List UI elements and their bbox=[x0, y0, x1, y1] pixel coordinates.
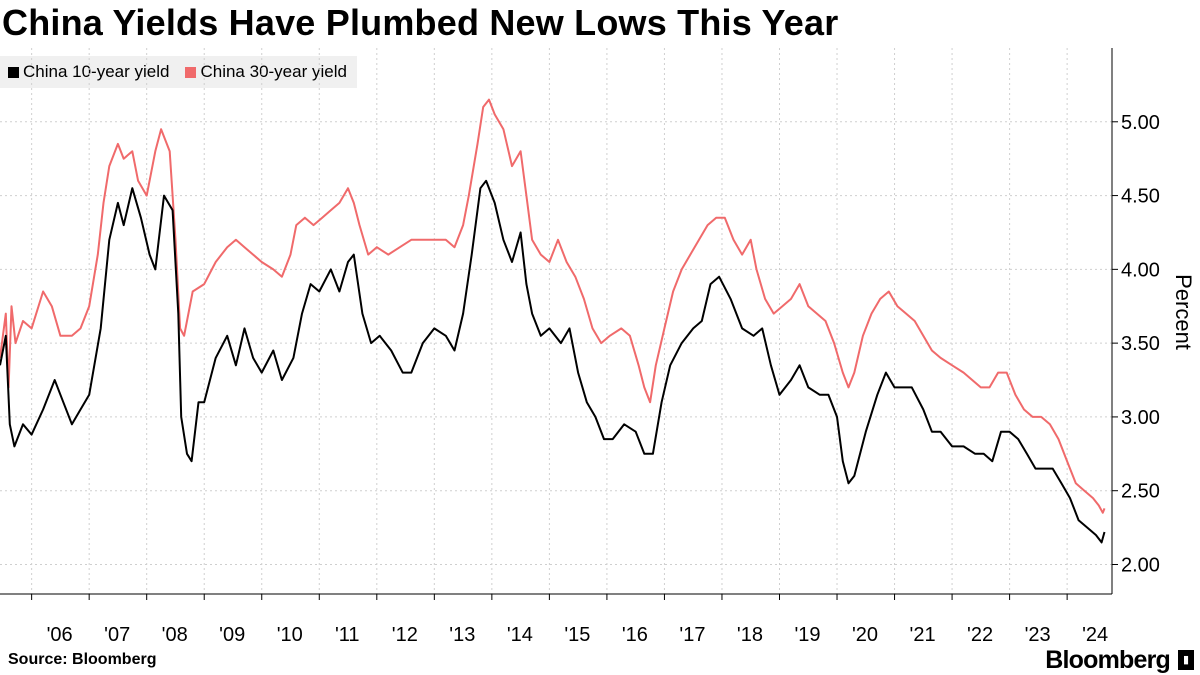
series-group bbox=[0, 98, 1106, 544]
brand-logo: Bloomberg bbox=[1045, 646, 1171, 674]
x-tick-label: '21 bbox=[910, 624, 936, 646]
series-line-10y bbox=[0, 179, 1106, 544]
legend-item-10y: China 10-year yield bbox=[8, 62, 169, 82]
x-tick-label: '11 bbox=[335, 624, 360, 646]
x-tick-label: '22 bbox=[967, 624, 993, 646]
y-tick-label: 3.00 bbox=[1121, 407, 1160, 429]
x-tick-label: '24 bbox=[1082, 624, 1108, 646]
x-tick-label: '19 bbox=[794, 624, 820, 646]
legend-swatch-10y bbox=[8, 66, 19, 78]
x-tick-label: '09 bbox=[219, 624, 245, 646]
y-tick-label: 5.00 bbox=[1121, 112, 1160, 134]
legend: China 10-year yield China 30-year yield bbox=[0, 56, 357, 88]
y-tick-label: 4.50 bbox=[1121, 186, 1160, 208]
grid-lines bbox=[0, 48, 1112, 594]
y-tick-label: 3.50 bbox=[1121, 333, 1160, 355]
y-tick-label: 2.50 bbox=[1121, 481, 1160, 503]
x-tick-label: '13 bbox=[449, 624, 475, 646]
x-tick-label: '06 bbox=[47, 624, 73, 646]
x-tick-label: '10 bbox=[277, 624, 303, 646]
x-tick-label: '07 bbox=[104, 624, 130, 646]
x-tick-label: '15 bbox=[564, 624, 590, 646]
x-tick-label: '14 bbox=[507, 624, 533, 646]
source-note: Source: Bloomberg bbox=[8, 651, 157, 668]
legend-item-30y: China 30-year yield bbox=[185, 62, 347, 82]
x-tick-label: '17 bbox=[679, 624, 705, 646]
bloomberg-chart-icon: ▮ bbox=[1178, 650, 1194, 670]
x-tick-label: '23 bbox=[1025, 624, 1051, 646]
legend-label-10y: China 10-year yield bbox=[23, 62, 170, 81]
y-axis: 2.00 2.50 3.00 3.50 4.00 4.50 5.00 bbox=[1111, 48, 1160, 594]
y-tick-label: 4.00 bbox=[1121, 259, 1160, 281]
x-axis: '06 '07 '08 '09 '10 '11 '12 '13 '14 '15 '16 '17 '18 '… bbox=[0, 593, 1112, 646]
legend-label-30y: China 30-year yield bbox=[200, 62, 347, 81]
x-tick-label: '20 bbox=[852, 624, 878, 646]
legend-swatch-30y bbox=[185, 66, 197, 78]
x-tick-label: '16 bbox=[622, 624, 648, 646]
y-tick-label: 2.00 bbox=[1121, 554, 1160, 576]
x-tick-label: '08 bbox=[162, 624, 188, 646]
x-tick-label: '12 bbox=[392, 624, 418, 646]
x-tick-label: '18 bbox=[737, 624, 763, 646]
y-axis-label: Percent bbox=[1171, 274, 1196, 350]
series-line-30y bbox=[0, 98, 1106, 514]
chart-title: China Yields Have Plumbed New Lows This … bbox=[2, 2, 839, 43]
